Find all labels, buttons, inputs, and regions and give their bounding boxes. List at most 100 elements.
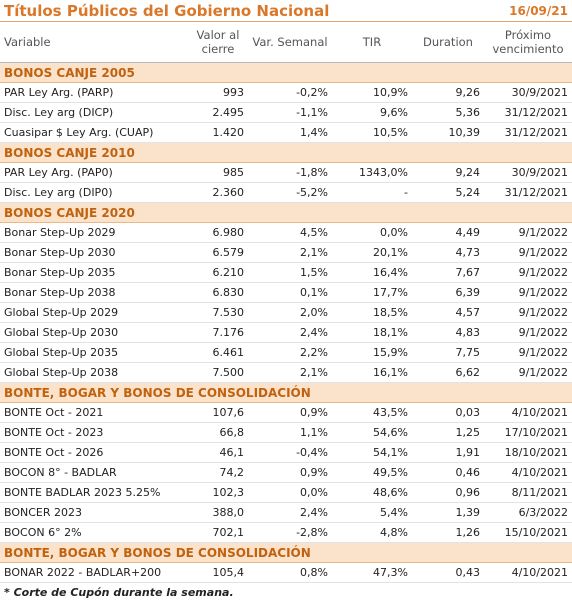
cell: 6.210 (188, 262, 248, 283)
data-row: BOCON 8° - BADLAR 74,2 0,9% 49,5% 0,46 4/10/2… (0, 462, 572, 483)
data-row: BONTE BADLAR 2023 5.25% 102,3 0,0% 48,6% 0,9… (0, 482, 572, 503)
cell: 1,5% (248, 262, 332, 283)
cell: 10,5% (332, 122, 412, 143)
cell: 9,26 (412, 82, 484, 103)
cell: Bonar Step-Up 2038 (0, 282, 188, 303)
cell: 6.830 (188, 282, 248, 303)
cell: 7.176 (188, 322, 248, 343)
section-row: BONOS CANJE 2010 (0, 142, 572, 163)
cell: 1343,0% (332, 162, 412, 183)
cell: Disc. Ley arg (DIP0) (0, 182, 188, 203)
cell: Bonar Step-Up 2029 (0, 222, 188, 243)
cell: 7.500 (188, 362, 248, 383)
cell: 993 (188, 82, 248, 103)
cell: BONTE BADLAR 2023 5.25% (0, 482, 188, 503)
cell: 10,9% (332, 82, 412, 103)
cell: 4/10/2021 (484, 402, 572, 423)
cell: 7.530 (188, 302, 248, 323)
data-row: Cuasipar $ Ley Arg. (CUAP) 1.420 1,4% 10,5%… (0, 122, 572, 143)
cell: -1,1% (248, 102, 332, 123)
cell: Global Step-Up 2030 (0, 322, 188, 343)
bond-table: Variable Valor al cierre Var. Semanal TIR Du… (0, 22, 572, 583)
data-row: PAR Ley Arg. (PARP) 993 -0,2% 10,9% 9,26 30/9… (0, 82, 572, 103)
cell: 4,83 (412, 322, 484, 343)
cell: BONCER 2023 (0, 502, 188, 523)
cell: 2,0% (248, 302, 332, 323)
cell: 20,1% (332, 242, 412, 263)
cell: 46,1 (188, 442, 248, 463)
cell: 30/9/2021 (484, 162, 572, 183)
cell: 702,1 (188, 522, 248, 543)
cell: 6,62 (412, 362, 484, 383)
cell: PAR Ley Arg. (PAP0) (0, 162, 188, 183)
cell: Bonar Step-Up 2030 (0, 242, 188, 263)
column-header: Variable (0, 22, 188, 63)
cell: - (332, 182, 412, 203)
section-name: BONOS CANJE 2020 (0, 202, 572, 223)
cell: 31/12/2021 (484, 182, 572, 203)
cell: 388,0 (188, 502, 248, 523)
title-bar: Títulos Públicos del Gobierno Nacional 1… (0, 0, 572, 22)
cell: 0,9% (248, 402, 332, 423)
cell: BOCON 8° - BADLAR (0, 462, 188, 483)
cell: 4,49 (412, 222, 484, 243)
cell: 54,6% (332, 422, 412, 443)
cell: 5,36 (412, 102, 484, 123)
data-row: BONAR 2022 - BADLAR+200 105,4 0,8% 47,3% 0,4… (0, 562, 572, 583)
cell: 5,4% (332, 502, 412, 523)
cell: 9/1/2022 (484, 282, 572, 303)
cell: BOCON 6° 2% (0, 522, 188, 543)
data-row: BONTE Oct - 2023 66,8 1,1% 54,6% 1,25 17/10/2… (0, 422, 572, 443)
cell: 0,1% (248, 282, 332, 303)
cell: BONTE Oct - 2023 (0, 422, 188, 443)
data-row: BONCER 2023 388,0 2,4% 5,4% 1,39 6/3/2022 (0, 502, 572, 523)
cell: Global Step-Up 2038 (0, 362, 188, 383)
cell: Bonar Step-Up 2035 (0, 262, 188, 283)
cell: 2,4% (248, 322, 332, 343)
cell: 16,4% (332, 262, 412, 283)
cell: 1,26 (412, 522, 484, 543)
cell: 30/9/2021 (484, 82, 572, 103)
cell: 54,1% (332, 442, 412, 463)
cell: 2,4% (248, 502, 332, 523)
cell: 102,3 (188, 482, 248, 503)
cell: 2.495 (188, 102, 248, 123)
cell: 1,1% (248, 422, 332, 443)
cell: 6.461 (188, 342, 248, 363)
cell: 0,9% (248, 462, 332, 483)
data-row: Global Step-Up 2035 6.461 2,2% 15,9% 7,75 9/1… (0, 342, 572, 363)
cell: 1,4% (248, 122, 332, 143)
cell: 1,91 (412, 442, 484, 463)
cell: 2,2% (248, 342, 332, 363)
cell: 4,5% (248, 222, 332, 243)
cell: -0,4% (248, 442, 332, 463)
cell: 2.360 (188, 182, 248, 203)
cell: 15,9% (332, 342, 412, 363)
cell: Global Step-Up 2035 (0, 342, 188, 363)
cell: 9/1/2022 (484, 342, 572, 363)
cell: 0,0% (248, 482, 332, 503)
data-row: Global Step-Up 2038 7.500 2,1% 16,1% 6,62 9/1… (0, 362, 572, 383)
date: 16/09/21 (509, 3, 568, 18)
data-row: BONTE Oct - 2021 107,6 0,9% 43,5% 0,03 4/10/2… (0, 402, 572, 423)
data-row: Bonar Step-Up 2030 6.579 2,1% 20,1% 4,73 9/1/… (0, 242, 572, 263)
column-header: Próximo vencimiento (484, 22, 572, 63)
data-row: PAR Ley Arg. (PAP0) 985 -1,8% 1343,0% 9,24 30… (0, 162, 572, 183)
section-row: BONTE, BOGAR Y BONOS DE CONSOLIDACIÓN (0, 382, 572, 403)
footnote: * Corte de Cupón durante la semana. (4, 586, 234, 599)
data-row: Bonar Step-Up 2029 6.980 4,5% 0,0% 4,49 9/1/2… (0, 222, 572, 243)
title: Títulos Públicos del Gobierno Nacional (4, 1, 330, 20)
cell: 48,6% (332, 482, 412, 503)
cell: BONTE Oct - 2026 (0, 442, 188, 463)
cell: 4,8% (332, 522, 412, 543)
cell: 9/1/2022 (484, 222, 572, 243)
cell: 18/10/2021 (484, 442, 572, 463)
cell: 6.579 (188, 242, 248, 263)
data-row: Disc. Ley arg (DIP0) 2.360 -5,2% -5,24 31/12… (0, 182, 572, 203)
cell: 43,5% (332, 402, 412, 423)
column-header: Duration (412, 22, 484, 63)
cell: 1,25 (412, 422, 484, 443)
section-name: BONOS CANJE 2005 (0, 62, 572, 83)
cell: 9,6% (332, 102, 412, 123)
cell: 16,1% (332, 362, 412, 383)
